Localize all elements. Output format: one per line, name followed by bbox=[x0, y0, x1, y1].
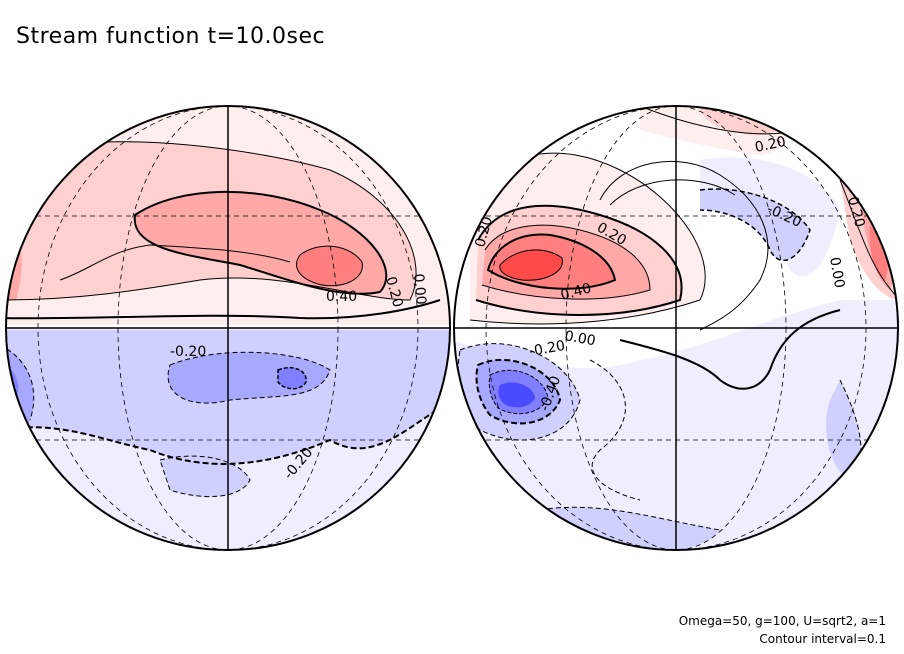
contour-label: 0.20 bbox=[844, 195, 868, 229]
right-neg-mid bbox=[454, 300, 898, 550]
left-pos-level4 bbox=[296, 246, 363, 286]
parameters-note: Omega=50, g=100, U=sqrt2, a=1 bbox=[678, 614, 886, 628]
page-title: Stream function t=10.0sec bbox=[16, 24, 326, 49]
left-globe-outline bbox=[5, 105, 451, 551]
left-hemisphere bbox=[6, 106, 450, 550]
contour-label: 0.20 bbox=[754, 134, 788, 156]
contour-label: 0.40 bbox=[559, 280, 593, 304]
right-globe-outline bbox=[453, 105, 899, 551]
contour-label: 0.20 bbox=[382, 275, 406, 309]
left-neg-level2 bbox=[168, 352, 330, 404]
right-pos-east3 bbox=[869, 225, 888, 282]
right-pos-level5 bbox=[499, 249, 563, 281]
contour-label: 0.00 bbox=[410, 273, 429, 305]
contour-label: 0.00 bbox=[563, 328, 596, 349]
contour-label: 0.40 bbox=[326, 289, 357, 305]
contour-label: 0.20 bbox=[472, 215, 496, 249]
contour-label: -0.20 bbox=[528, 338, 566, 360]
right-hemisphere bbox=[454, 106, 898, 550]
left-neg-level3 bbox=[278, 367, 307, 389]
right-neg-level1 bbox=[700, 189, 810, 261]
right-neg-east bbox=[826, 380, 861, 480]
contour-label: -0.20 bbox=[170, 344, 206, 360]
contour-interval-note: Contour interval=0.1 bbox=[759, 632, 886, 646]
right-neg-level5 bbox=[498, 382, 535, 408]
contour-label: 0.00 bbox=[826, 256, 847, 289]
